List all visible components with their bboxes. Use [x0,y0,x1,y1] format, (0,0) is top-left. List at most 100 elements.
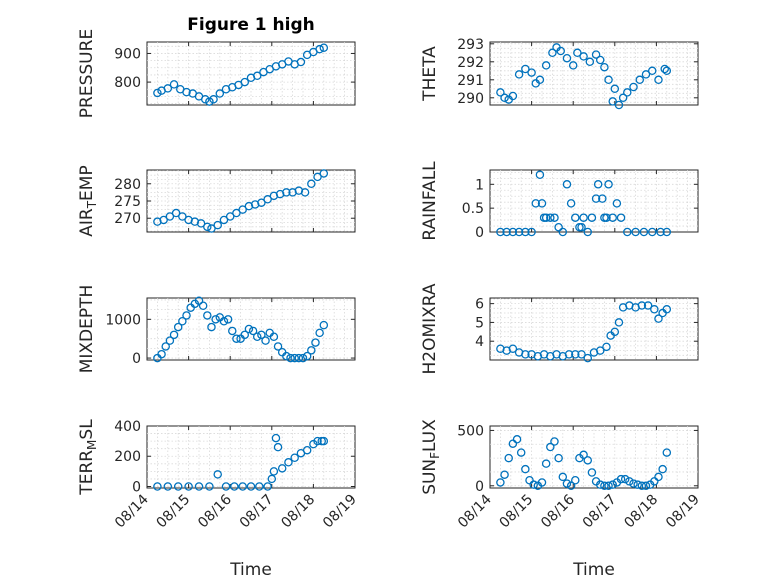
data-point [240,77,250,87]
data-point [496,227,505,237]
data-point [556,46,565,56]
data-point [571,213,580,222]
data-point [546,442,555,452]
data-point [225,212,235,221]
data-point [286,353,295,363]
data-point [221,482,231,491]
data-point [196,219,206,228]
data-point [516,448,526,457]
data-point [232,208,241,218]
data-point [169,80,179,89]
data-point [205,482,214,491]
plot-area [146,169,356,233]
x-tick-label: 08/19 [320,492,360,532]
data-point [625,477,634,486]
x-tick-label: 08/15 [497,492,537,532]
data-point [521,227,530,237]
data-point [521,464,530,474]
data-point [593,180,603,189]
data-point [571,475,580,485]
data-point [296,57,306,67]
data-point [637,301,647,310]
data-point [577,350,586,359]
data-point [263,482,272,491]
data-point [319,169,329,178]
x-tick-label: 08/16 [195,491,235,531]
data-point [550,213,559,222]
data-point [583,353,593,363]
y-axis-label: AIRTEMP [77,165,99,236]
data-point [232,334,241,343]
data-point [194,482,204,491]
subplot-pressure: 800 900 PRESSURE [77,29,356,118]
data-point [579,52,588,61]
data-point [541,213,551,222]
data-point [629,82,638,92]
data-point [302,445,312,455]
data-point [546,213,555,222]
data-point [282,188,291,197]
data-point [500,93,509,103]
data-point [282,351,291,361]
data-point [623,88,632,97]
x-tick-label: 08/17 [580,492,620,532]
data-point [571,350,580,359]
data-point [604,481,613,491]
x-tick-label: 08/17 [237,492,277,532]
data-point [608,480,617,489]
data-point [614,100,624,110]
data-point [537,478,547,487]
x-tick-label: 08/18 [278,492,318,532]
data-point [604,75,613,85]
data-point [319,43,329,52]
data-point [527,68,536,77]
data-point [178,316,187,326]
y-tick-label: 291 [457,73,484,89]
subplot-rainfall: 0 0.5 1 RAINFALL [420,161,699,241]
data-point [211,315,220,324]
data-point [598,194,607,203]
data-point [240,330,250,340]
data-point [583,227,593,237]
data-point [165,212,175,221]
data-point [550,437,559,446]
y-axis-label: TERRMSL [77,419,99,496]
data-point [173,482,183,491]
data-point [658,464,667,474]
data-point [223,315,233,324]
data-point [612,199,622,208]
data-point [537,199,547,208]
data-point [554,222,563,232]
data-point [647,66,657,76]
y-tick-label: 270 [114,211,141,227]
data-point [257,330,266,340]
data-point [203,222,212,232]
data-point [165,336,175,345]
x-tick-label: 08/14 [112,491,152,531]
data-point [527,227,536,237]
data-point [184,482,193,491]
data-point [583,456,593,465]
y-tick-label: 275 [114,194,141,210]
data-point [496,478,505,487]
data-point [654,314,663,323]
data-point [238,205,247,214]
data-point [610,327,620,337]
y-tick-label: 0 [132,479,141,495]
data-point [163,482,173,491]
data-point [618,93,628,103]
y-tick-label: 290 [457,91,484,107]
data-point [263,195,272,204]
data-point [654,472,663,482]
data-point [662,305,672,314]
figure-title: Figure 1 high [187,15,315,35]
data-point [302,351,312,361]
data-point [257,198,266,207]
y-tick-label: 1 [475,177,484,193]
data-point [587,213,597,222]
data-point [219,215,229,225]
data-point [591,50,601,59]
data-point [579,213,588,222]
data-point [654,75,663,85]
data-point [562,180,572,189]
